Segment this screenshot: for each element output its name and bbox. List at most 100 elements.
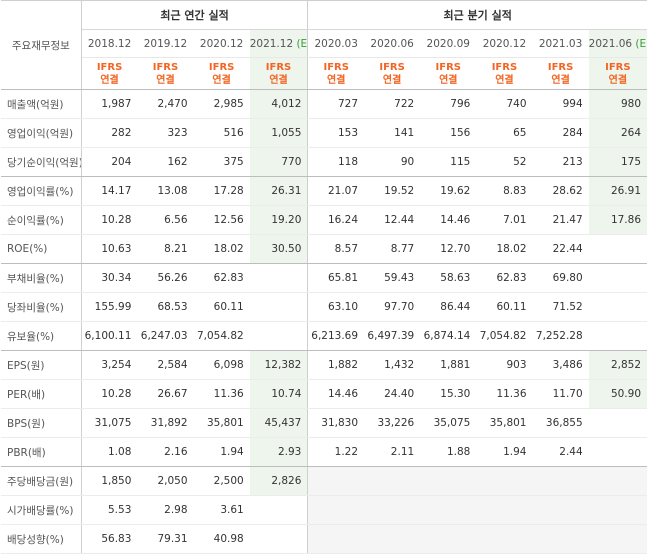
value-cell (364, 466, 421, 496)
value-cell: 1.88 (420, 437, 477, 467)
value-cell (249, 524, 309, 554)
value-cell (249, 292, 309, 322)
row-label: ROE(%) (1, 234, 82, 264)
value-cell: 1.22 (307, 437, 365, 467)
value-cell: 10.63 (81, 234, 138, 264)
value-cell: 31,075 (81, 408, 138, 438)
value-cell (307, 466, 365, 496)
value-cell: 58.63 (420, 263, 477, 293)
value-cell: 118 (307, 147, 365, 177)
value-cell (249, 495, 309, 525)
value-cell: 284 (532, 118, 589, 148)
value-cell (532, 466, 589, 496)
value-cell: 90 (364, 147, 421, 177)
ifrs-consolidated-tag: IFRS 연결 (307, 57, 365, 90)
table-row: 당기순이익(억원) 204 162 375 770 118 90 115 52 213 175 (1, 147, 647, 177)
value-cell: 2.93 (249, 437, 309, 467)
row-label: 당좌비율(%) (1, 292, 82, 322)
value-cell: 7,252.28 (532, 321, 589, 351)
value-cell (307, 524, 365, 554)
value-cell: 1.94 (193, 437, 250, 467)
value-cell: 26.67 (137, 379, 194, 409)
table-row: 당좌비율(%) 155.99 68.53 60.11 63.10 97.70 86.44 60… (1, 292, 647, 322)
value-cell: 2,852 (588, 350, 647, 380)
value-cell: 8.83 (476, 176, 533, 206)
value-cell: 6,247.03 (137, 321, 194, 351)
row-label: 영업이익(억원) (1, 118, 82, 148)
value-cell: 22.44 (532, 234, 589, 264)
value-cell: 40.98 (193, 524, 250, 554)
value-cell: 7,054.82 (193, 321, 250, 351)
value-cell: 8.21 (137, 234, 194, 264)
value-cell: 30.34 (81, 263, 138, 293)
quarter-period-header: 2020.06 (364, 29, 421, 58)
table-row: 주당배당금(원) 1,850 2,050 2,500 2,826 (1, 466, 647, 496)
value-cell: 56.83 (81, 524, 138, 554)
value-cell: 33,226 (364, 408, 421, 438)
table-row: 시가배당률(%) 5.53 2.98 3.61 (1, 495, 647, 525)
value-cell: 60.11 (476, 292, 533, 322)
value-cell: 12.44 (364, 205, 421, 235)
value-cell (364, 524, 421, 554)
value-cell: 153 (307, 118, 365, 148)
value-cell: 17.86 (588, 205, 647, 235)
table-row: 순이익률(%) 10.28 6.56 12.56 19.20 16.24 12.44 14.4… (1, 205, 647, 235)
value-cell: 10.28 (81, 379, 138, 409)
value-cell: 11.36 (476, 379, 533, 409)
row-label: 유보율(%) (1, 321, 82, 351)
value-cell: 19.62 (420, 176, 477, 206)
table-row: PER(배) 10.28 26.67 11.36 10.74 14.46 24.40 15.3… (1, 379, 647, 409)
value-cell: 162 (137, 147, 194, 177)
value-cell: 6,874.14 (420, 321, 477, 351)
value-cell (588, 321, 647, 351)
value-cell: 26.31 (249, 176, 309, 206)
value-cell (588, 263, 647, 293)
value-cell: 97.70 (364, 292, 421, 322)
value-cell: 14.17 (81, 176, 138, 206)
value-cell (420, 524, 477, 554)
value-cell: 7.01 (476, 205, 533, 235)
ifrs-consolidated-tag: IFRS 연결 (588, 57, 647, 90)
value-cell: 6,213.69 (307, 321, 365, 351)
value-cell: 17.28 (193, 176, 250, 206)
ifrs-consolidated-tag: IFRS 연결 (476, 57, 533, 90)
value-cell: 79.31 (137, 524, 194, 554)
value-cell: 63.10 (307, 292, 365, 322)
value-cell: 994 (532, 89, 589, 119)
annual-period-header: 2020.12 (193, 29, 250, 58)
table-row: PBR(배) 1.08 2.16 1.94 2.93 1.22 2.11 1.88 1.94 2.… (1, 437, 647, 467)
value-cell: 16.24 (307, 205, 365, 235)
row-label: PBR(배) (1, 437, 82, 467)
value-cell: 1,881 (420, 350, 477, 380)
value-cell: 375 (193, 147, 250, 177)
value-cell: 4,012 (249, 89, 309, 119)
value-cell: 65.81 (307, 263, 365, 293)
value-cell: 770 (249, 147, 309, 177)
value-cell: 2.98 (137, 495, 194, 525)
row-label: 매출액(억원) (1, 89, 82, 119)
value-cell: 8.77 (364, 234, 421, 264)
value-cell: 213 (532, 147, 589, 177)
ifrs-consolidated-tag: IFRS 연결 (420, 57, 477, 90)
value-cell: 2,470 (137, 89, 194, 119)
value-cell: 2,826 (249, 466, 309, 496)
value-cell (476, 524, 533, 554)
value-cell (307, 495, 365, 525)
value-cell: 6,100.11 (81, 321, 138, 351)
ifrs-consolidated-tag: IFRS 연결 (137, 57, 194, 90)
quarter-period-header: 2020.09 (420, 29, 477, 58)
value-cell (476, 495, 533, 525)
annual-period-header: 2018.12 (81, 29, 138, 58)
value-cell: 21.47 (532, 205, 589, 235)
value-cell: 2.11 (364, 437, 421, 467)
estimate-tag: (E) (635, 37, 647, 50)
value-cell: 45,437 (249, 408, 309, 438)
value-cell: 35,801 (476, 408, 533, 438)
value-cell: 13.08 (137, 176, 194, 206)
value-cell: 52 (476, 147, 533, 177)
value-cell: 19.20 (249, 205, 309, 235)
value-cell: 65 (476, 118, 533, 148)
value-cell: 12.70 (420, 234, 477, 264)
value-cell: 2,584 (137, 350, 194, 380)
